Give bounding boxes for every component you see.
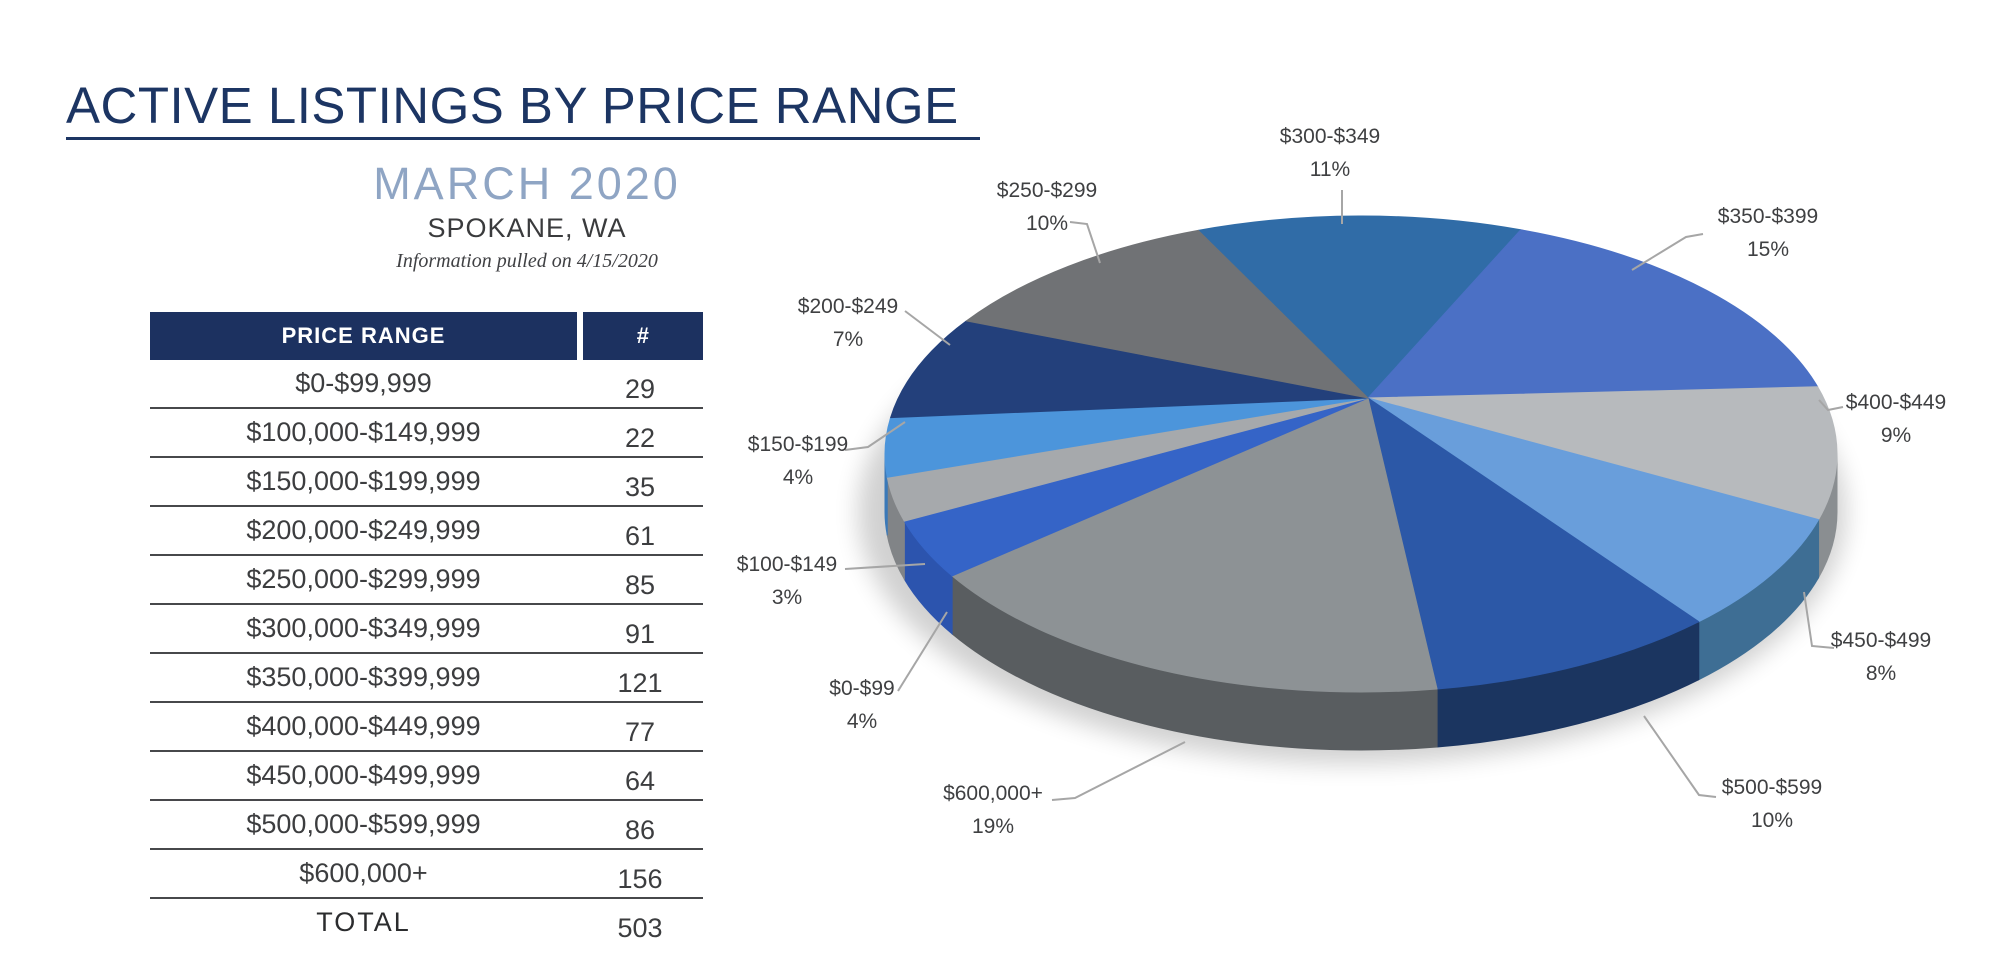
pie-callout-range: $250-$299 xyxy=(996,179,1098,202)
pie-callout-percent: 9% xyxy=(1880,424,1912,447)
pie-callout-percent: 7% xyxy=(832,328,864,351)
table-row: $450,000-$499,999 64 xyxy=(150,752,703,801)
pie-slice xyxy=(1367,386,1838,521)
pie-callout-range: $150-$199 xyxy=(747,433,849,456)
table-row: $150,000-$199,999 35 xyxy=(150,458,703,507)
pie-callout: $300-$349 11% xyxy=(1280,120,1380,186)
pie-callout-percent: 19% xyxy=(971,815,1015,838)
table-row: $200,000-$249,999 61 xyxy=(150,507,703,556)
table-row: $400,000-$449,999 77 xyxy=(150,703,703,752)
count-cell: 121 xyxy=(617,668,663,698)
subtitle-location: SPOKANE, WA xyxy=(427,213,627,243)
count-cell: 29 xyxy=(624,374,656,404)
pie-slice xyxy=(1197,215,1522,399)
pie-callout: $600,000+ 19% xyxy=(943,777,1043,843)
count-cell: 86 xyxy=(624,815,656,845)
pie-callout-range: $400-$449 xyxy=(1845,391,1947,414)
page-title: ACTIVE LISTINGS BY PRICE RANGE xyxy=(66,77,959,134)
total-value: 503 xyxy=(617,913,663,943)
callout-leader-line xyxy=(904,310,951,346)
column-header-price-range: PRICE RANGE xyxy=(150,312,577,360)
price-range-cell: $350,000-$399,999 xyxy=(246,662,481,692)
callout-leader-line xyxy=(1051,741,1186,801)
pie-slice xyxy=(1367,397,1700,690)
count-cell: 22 xyxy=(624,423,656,453)
table-row: $500,000-$599,999 86 xyxy=(150,801,703,850)
price-range-cell: $400,000-$449,999 xyxy=(246,711,481,741)
table-row: $250,000-$299,999 85 xyxy=(150,556,703,605)
count-cell: 77 xyxy=(624,717,656,747)
pie-callout-range: $350-$399 xyxy=(1717,205,1819,228)
pie-callout-percent: 15% xyxy=(1746,238,1790,261)
callout-leader-line xyxy=(1643,715,1717,798)
price-range-cell: $600,000+ xyxy=(299,858,428,888)
table-total-row: TOTAL 503 xyxy=(150,899,703,946)
pie-callout-range: $100-$149 xyxy=(736,553,838,576)
table-row: $300,000-$349,999 91 xyxy=(150,605,703,654)
pie-callout-range: $0-$99 xyxy=(829,677,895,700)
callout-leader-line xyxy=(1631,233,1704,271)
pie-slice xyxy=(1367,229,1819,399)
pie-callout-percent: 3% xyxy=(771,586,803,609)
count-cell: 64 xyxy=(624,766,656,796)
column-header-count: # xyxy=(583,312,703,360)
count-cell: 61 xyxy=(624,521,656,551)
count-cell: 156 xyxy=(617,864,663,894)
pie-slice xyxy=(1367,397,1820,623)
pie-callout: $350-$399 15% xyxy=(1718,200,1818,266)
pie-callout: $250-$299 10% xyxy=(997,174,1097,240)
count-cell: 85 xyxy=(624,570,656,600)
pie-callout-percent: 4% xyxy=(846,710,878,733)
pie-callout-range: $200-$249 xyxy=(797,295,899,318)
price-range-cell: $500,000-$599,999 xyxy=(246,809,481,839)
pie-callout: $400-$449 9% xyxy=(1846,386,1946,452)
pie-slice xyxy=(890,320,1369,419)
count-cell: 35 xyxy=(624,472,656,502)
pie-callout-percent: 8% xyxy=(1865,662,1897,685)
table-row: $0-$99,999 29 xyxy=(150,360,703,409)
callout-leader-line xyxy=(1069,221,1101,264)
pie-callout-percent: 11% xyxy=(1309,158,1351,181)
pie-callout-range: $600,000+ xyxy=(943,782,1043,805)
pie-callout: $450-$499 8% xyxy=(1831,624,1931,690)
price-range-cell: $150,000-$199,999 xyxy=(246,466,481,496)
callout-leader-line xyxy=(1803,591,1835,649)
price-range-table: PRICE RANGE # $0-$99,999 29 $100,000-$149,99… xyxy=(150,312,703,946)
total-label: TOTAL xyxy=(316,907,411,937)
pie-callout-range: $300-$349 xyxy=(1279,125,1381,148)
pie-callout-percent: 10% xyxy=(1750,809,1794,832)
callout-leader-line xyxy=(844,421,906,451)
price-range-cell: $100,000-$149,999 xyxy=(246,417,481,447)
pie-callout: $200-$249 7% xyxy=(798,290,898,356)
pie-callout-range: $500-$599 xyxy=(1721,776,1823,799)
pie-callout-range: $450-$499 xyxy=(1830,629,1932,652)
pie-callout: $150-$199 4% xyxy=(748,428,848,494)
callout-leader-line xyxy=(844,563,926,570)
price-range-cell: $250,000-$299,999 xyxy=(246,564,481,594)
count-cell: 91 xyxy=(624,619,656,649)
info-note: Information pulled on 4/15/2020 xyxy=(396,250,658,272)
pie-callout: $0-$99 4% xyxy=(829,672,894,738)
table-row: $350,000-$399,999 121 xyxy=(150,654,703,703)
price-range-cell: $450,000-$499,999 xyxy=(246,760,481,790)
pie-slice xyxy=(965,229,1369,399)
price-range-cell: $300,000-$349,999 xyxy=(246,613,481,643)
table-row: $600,000+ 156 xyxy=(150,850,703,899)
pie-callout-percent: 4% xyxy=(782,466,814,489)
pie-callout-percent: 10% xyxy=(1025,212,1069,235)
price-range-cell: $200,000-$249,999 xyxy=(246,515,481,545)
table-row: $100,000-$149,999 22 xyxy=(150,409,703,458)
subtitle-month: MARCH 2020 xyxy=(373,158,681,209)
callout-leader-line xyxy=(1818,399,1844,412)
callout-leader-line xyxy=(897,611,948,692)
pie-callout: $100-$149 3% xyxy=(737,548,837,614)
pie-slice xyxy=(951,397,1438,693)
price-range-cell: $0-$99,999 xyxy=(295,368,432,398)
pie-callout: $500-$599 10% xyxy=(1722,771,1822,837)
title-underline xyxy=(66,137,980,140)
table-header: PRICE RANGE # xyxy=(150,312,703,360)
